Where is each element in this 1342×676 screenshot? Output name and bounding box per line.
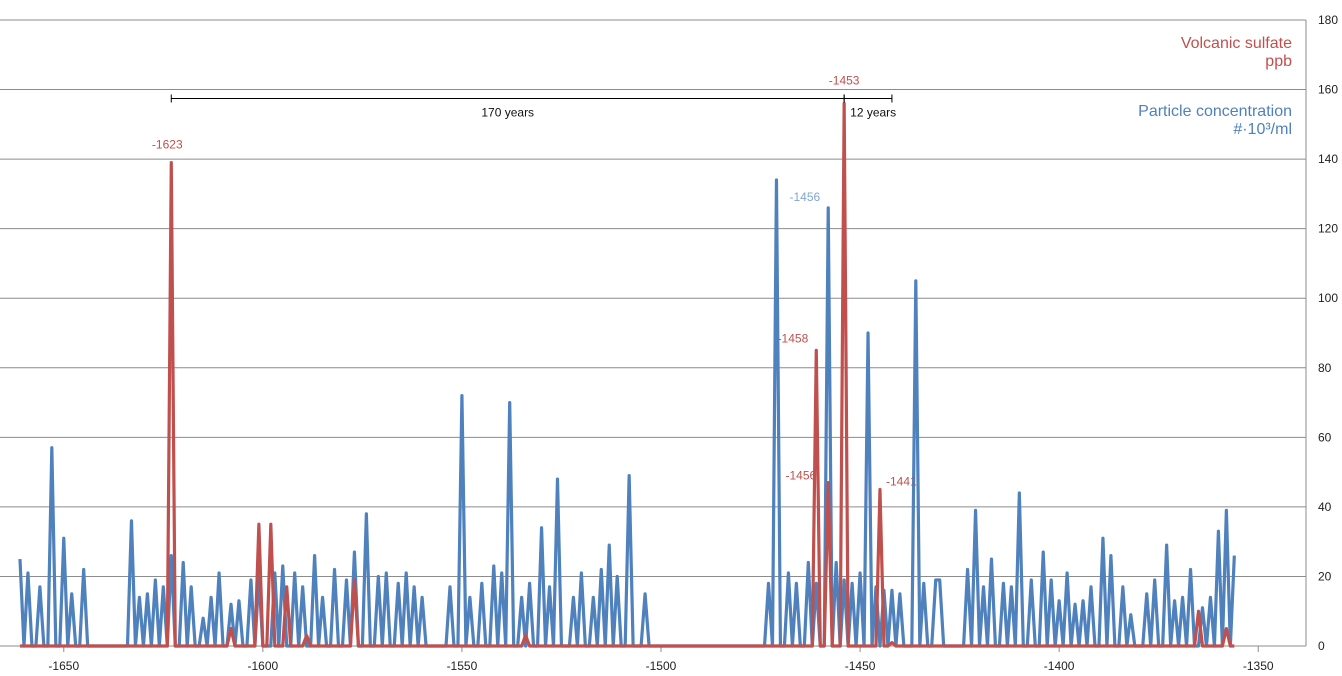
y-tick-label: 40: [1318, 500, 1332, 514]
y-tick-label: 140: [1318, 152, 1338, 166]
y-tick-label: 180: [1318, 13, 1338, 27]
legend-entry: ppb: [1265, 53, 1292, 70]
x-tick-label: -1650: [48, 659, 79, 673]
y-tick-label: 120: [1318, 222, 1338, 236]
y-tick-label: 0: [1318, 639, 1325, 653]
series-line-sulfate: [19, 101, 1235, 648]
y-tick-label: 160: [1318, 83, 1338, 97]
grid-lines: [0, 19, 1306, 577]
x-tick-label: -1550: [447, 659, 478, 673]
annotation-label: -1441: [886, 475, 917, 489]
annotations: -1623 -1453 -1456 -1458 -1456 -1441: [152, 73, 917, 488]
annotation-label: -1623: [152, 138, 183, 152]
legend-entry: #·10³/ml: [1233, 121, 1292, 138]
x-tick-label: -1400: [1044, 659, 1075, 673]
span-markers: 170 years 12 years: [170, 94, 896, 120]
legend-entry: Volcanic sulfate: [1181, 35, 1292, 52]
annotation-label: -1453: [829, 73, 860, 87]
x-tick-label: -1600: [248, 659, 279, 673]
x-tick-label: -1450: [845, 659, 876, 673]
span-label: 12 years: [850, 106, 896, 120]
y-tick-label: 60: [1318, 430, 1332, 444]
annotation-label: -1456: [790, 190, 821, 204]
x-tick-label: -1500: [646, 659, 677, 673]
legend-entry: Particle concentration: [1138, 103, 1292, 120]
series: [18, 101, 1236, 648]
y-tick-label: 20: [1318, 569, 1332, 583]
annotation-label: -1458: [778, 331, 809, 345]
y-tick-label: 80: [1318, 361, 1332, 375]
x-tick-label: -1350: [1243, 659, 1274, 673]
annotation-label: -1456: [786, 469, 817, 483]
y-tick-label: 100: [1318, 291, 1338, 305]
span-label: 170 years: [481, 106, 534, 120]
